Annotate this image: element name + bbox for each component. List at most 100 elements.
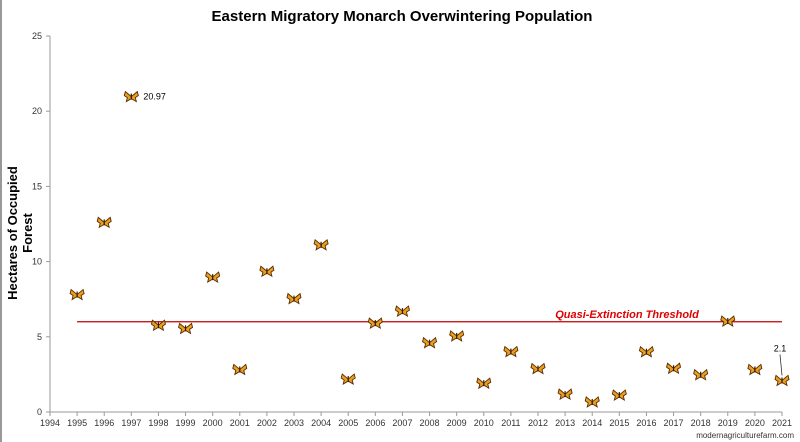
- butterfly-point: [503, 345, 519, 358]
- watermark: modernagriculturefarm.com: [696, 431, 794, 440]
- butterfly-point: [367, 317, 383, 330]
- butterfly-point: [774, 374, 790, 387]
- x-tick-label: 2002: [257, 418, 277, 428]
- x-tick-label: 2001: [230, 418, 250, 428]
- x-tick-label: 2011: [501, 418, 520, 428]
- threshold-label: Quasi-Extinction Threshold: [555, 309, 699, 321]
- butterfly-wing-left: [449, 330, 458, 342]
- butterfly-wing-right: [510, 345, 519, 358]
- butterfly-wing-left: [178, 322, 187, 335]
- butterfly-wing-left: [638, 345, 647, 358]
- butterfly-point: [693, 368, 709, 381]
- butterfly-wing-left: [530, 362, 539, 375]
- butterfly-wing-right: [401, 305, 410, 318]
- x-tick-label: 2000: [203, 418, 223, 428]
- butterfly-point: [313, 238, 329, 251]
- butterfly-point: [259, 265, 275, 278]
- butterfly-wing-left: [123, 90, 132, 103]
- butterfly-wing-right: [456, 330, 465, 342]
- butterfly-wing-left: [259, 265, 268, 278]
- butterfly-wing-left: [747, 363, 756, 376]
- data-label: 2.1: [774, 343, 787, 353]
- butterfly-wing-left: [693, 368, 702, 381]
- x-tick-label: 2019: [718, 418, 738, 428]
- x-tick-label: 2018: [691, 418, 711, 428]
- butterfly-wing-left: [394, 305, 403, 318]
- butterfly-point: [178, 322, 194, 335]
- butterfly-wing-right: [591, 396, 600, 408]
- x-tick-label: 2017: [664, 418, 684, 428]
- data-label: 20.97: [143, 92, 166, 102]
- butterfly-wing-right: [320, 238, 329, 251]
- butterfly-wing-left: [584, 396, 593, 408]
- butterfly-point: [476, 377, 492, 390]
- butterfly-point: [96, 216, 112, 229]
- butterfly-wing-left: [232, 363, 241, 376]
- x-tick-label: 1994: [40, 418, 60, 428]
- butterfly-wing-right: [103, 216, 112, 229]
- butterfly-point: [150, 319, 166, 332]
- x-tick-label: 2012: [528, 418, 548, 428]
- x-tick-label: 2008: [420, 418, 440, 428]
- butterfly-point: [720, 315, 736, 327]
- butterfly-wing-right: [727, 315, 736, 327]
- butterfly-wing-right: [673, 362, 682, 375]
- butterfly-wing-left: [422, 336, 431, 349]
- y-tick-label: 20: [32, 106, 42, 116]
- y-tick-label: 25: [32, 31, 42, 41]
- x-tick-label: 2010: [474, 418, 494, 428]
- x-tick-label: 2021: [772, 418, 792, 428]
- butterfly-point: [611, 389, 627, 401]
- butterfly-wing-left: [340, 373, 349, 386]
- x-tick-label: 1997: [121, 418, 141, 428]
- butterfly-point: [232, 363, 248, 376]
- y-tick-label: 10: [32, 257, 42, 267]
- x-tick-label: 2006: [365, 418, 385, 428]
- butterfly-wing-left: [367, 317, 376, 330]
- butterfly-wing-right: [374, 317, 383, 330]
- butterfly-wing-left: [611, 389, 620, 401]
- butterfly-point: [530, 362, 546, 375]
- x-tick-label: 1999: [176, 418, 196, 428]
- butterfly-wing-right: [483, 377, 492, 390]
- butterfly-wing-right: [429, 336, 438, 349]
- butterfly-wing-right: [645, 345, 654, 358]
- butterfly-point: [69, 288, 85, 301]
- butterfly-wing-right: [130, 90, 139, 103]
- x-tick-label: 2009: [447, 418, 467, 428]
- butterfly-wing-right: [618, 389, 627, 401]
- x-tick-label: 2013: [555, 418, 575, 428]
- butterfly-wing-right: [781, 374, 790, 387]
- x-tick-label: 2016: [636, 418, 656, 428]
- butterfly-wing-left: [774, 374, 783, 387]
- y-tick-label: 5: [37, 332, 42, 342]
- butterfly-point: [638, 345, 654, 358]
- butterfly-point: [449, 330, 465, 342]
- x-tick-label: 1998: [148, 418, 168, 428]
- butterfly-point: [557, 388, 573, 401]
- butterfly-wing-right: [537, 362, 546, 375]
- butterfly-wing-left: [557, 388, 566, 401]
- butterfly-wing-left: [96, 216, 105, 229]
- butterfly-wing-left: [720, 315, 729, 327]
- butterfly-point: [205, 271, 221, 284]
- butterfly-point: [584, 396, 600, 408]
- butterfly-point: [422, 336, 438, 349]
- butterfly-wing-left: [286, 292, 295, 305]
- butterfly-wing-right: [347, 373, 356, 386]
- x-tick-label: 2015: [609, 418, 629, 428]
- butterfly-wing-right: [754, 363, 763, 376]
- x-tick-label: 1995: [67, 418, 87, 428]
- butterfly-wing-right: [76, 288, 85, 301]
- butterfly-wing-right: [700, 368, 709, 381]
- x-tick-label: 2020: [745, 418, 765, 428]
- x-tick-label: 2004: [311, 418, 331, 428]
- data-label-leader: [779, 354, 783, 376]
- butterfly-wing-right: [293, 292, 302, 305]
- butterfly-wing-right: [564, 388, 573, 401]
- x-tick-label: 2005: [338, 418, 358, 428]
- x-tick-label: 2014: [582, 418, 602, 428]
- butterfly-wing-left: [205, 271, 214, 284]
- butterfly-point: [340, 373, 356, 386]
